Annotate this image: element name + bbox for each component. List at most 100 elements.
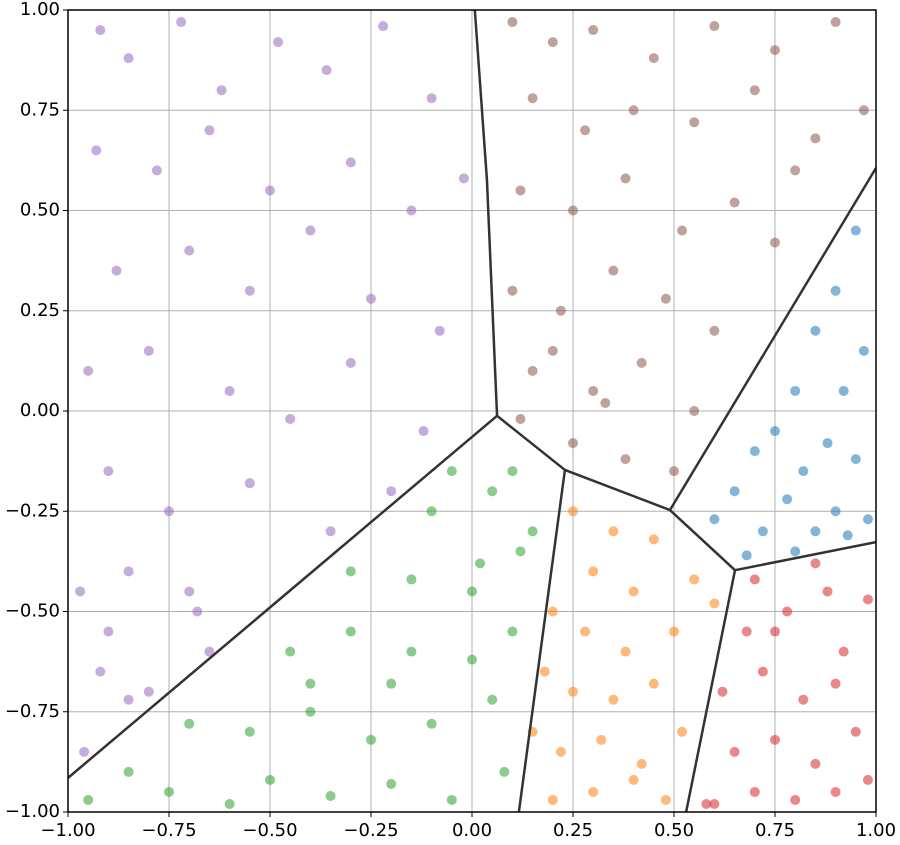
- boundary-line: [68, 414, 498, 779]
- point: [608, 265, 619, 276]
- x-tick-label: −0.25: [343, 820, 398, 841]
- point: [729, 197, 740, 208]
- point: [810, 758, 821, 769]
- point: [782, 606, 793, 617]
- point: [648, 534, 659, 545]
- point: [79, 746, 90, 757]
- point: [366, 293, 376, 304]
- point: [709, 514, 720, 525]
- point: [325, 526, 336, 537]
- point: [596, 734, 607, 745]
- point: [660, 293, 671, 304]
- point: [862, 594, 873, 605]
- point: [858, 105, 869, 116]
- point: [305, 225, 316, 236]
- point: [273, 37, 284, 48]
- point: [568, 506, 578, 517]
- point: [850, 454, 861, 465]
- point: [176, 17, 187, 28]
- point: [216, 85, 227, 96]
- point: [810, 133, 821, 144]
- point: [770, 626, 780, 637]
- point: [111, 265, 122, 276]
- point: [123, 566, 134, 577]
- x-tick-label: −0.50: [242, 820, 297, 841]
- point: [677, 225, 688, 236]
- point: [192, 606, 203, 617]
- point: [620, 646, 631, 657]
- point: [487, 486, 498, 497]
- point: [539, 666, 550, 677]
- point: [648, 53, 659, 64]
- point: [608, 694, 619, 705]
- point: [648, 678, 659, 689]
- point: [103, 466, 114, 477]
- point: [660, 794, 671, 805]
- point: [345, 357, 356, 368]
- point: [164, 506, 174, 517]
- point: [568, 686, 578, 697]
- point: [636, 758, 647, 769]
- point: [729, 486, 740, 497]
- point: [822, 586, 833, 597]
- point: [446, 466, 457, 477]
- point: [123, 766, 134, 777]
- point: [386, 778, 397, 789]
- point: [729, 746, 740, 757]
- point: [184, 718, 195, 729]
- point: [701, 798, 712, 809]
- point: [555, 305, 566, 316]
- point: [265, 774, 275, 785]
- point: [325, 790, 336, 801]
- y-tick-label: 0.75: [20, 99, 60, 120]
- point: [862, 774, 873, 785]
- point: [749, 446, 760, 457]
- point: [810, 558, 821, 569]
- point: [345, 626, 356, 637]
- y-tick-label: 0.25: [20, 300, 60, 321]
- point: [515, 546, 526, 557]
- point: [305, 706, 316, 717]
- point: [782, 494, 793, 505]
- point: [507, 17, 518, 28]
- point: [709, 325, 720, 336]
- x-tick-label: −0.75: [141, 820, 196, 841]
- plot-area: [68, 10, 876, 812]
- point: [184, 586, 195, 597]
- point: [830, 786, 841, 797]
- point: [580, 125, 591, 136]
- point: [636, 357, 647, 368]
- point: [830, 678, 841, 689]
- point: [321, 65, 332, 76]
- point: [467, 654, 477, 665]
- point: [770, 45, 780, 56]
- point: [426, 718, 437, 729]
- point: [588, 786, 599, 797]
- point: [406, 646, 417, 657]
- point: [838, 646, 849, 657]
- point: [741, 626, 752, 637]
- point: [103, 626, 114, 637]
- point: [345, 157, 356, 168]
- point: [810, 526, 821, 537]
- point: [285, 646, 296, 657]
- point: [143, 686, 154, 697]
- point: [386, 486, 397, 497]
- point: [689, 406, 700, 416]
- point: [757, 526, 768, 537]
- point: [862, 514, 873, 525]
- point: [669, 626, 679, 637]
- boundary-line: [668, 167, 876, 511]
- point: [446, 794, 457, 805]
- point: [770, 734, 780, 745]
- point: [386, 678, 397, 689]
- point: [568, 205, 578, 216]
- point: [458, 173, 469, 184]
- point: [527, 526, 538, 537]
- point: [244, 726, 255, 737]
- point: [143, 345, 154, 356]
- point: [600, 397, 611, 408]
- point: [151, 165, 162, 176]
